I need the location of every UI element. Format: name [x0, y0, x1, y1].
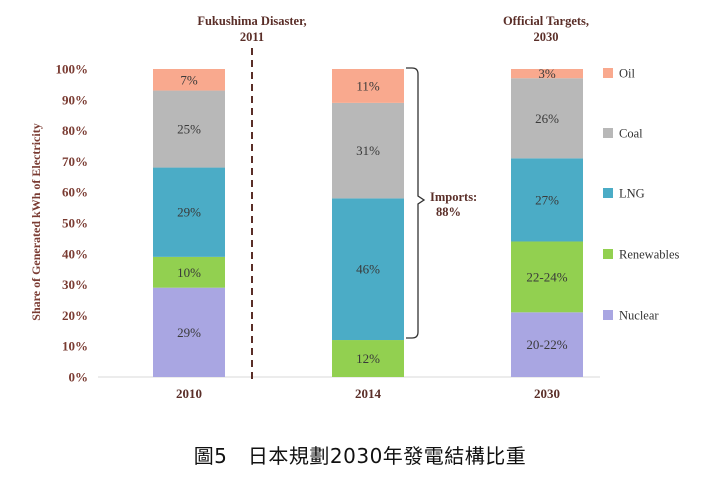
y-tick-label: 100%	[56, 62, 89, 77]
bar-segment-lng-2010	[153, 167, 225, 257]
data-label-renewables-2010: 10%	[177, 265, 201, 280]
data-label-coal-2014: 31%	[356, 143, 380, 158]
data-label-lng-2030: 27%	[535, 192, 559, 207]
y-tick-label: 0%	[69, 370, 89, 385]
y-axis-ticks: 0% 10% 20% 30% 40% 50% 60% 70% 80% 90% 100%	[56, 62, 89, 385]
y-tick-label: 80%	[62, 123, 88, 138]
y-tick-label: 30%	[62, 277, 88, 292]
data-label-renewables-2030: 22-24%	[526, 269, 567, 284]
legend-swatch-nuclear	[603, 310, 613, 320]
legend-label-lng: LNG	[619, 187, 645, 201]
legend-swatch-renewables	[603, 249, 613, 259]
stacked-bar-chart: Share of Generated kWh of Electricity 0%…	[29, 14, 680, 401]
bar-segment-nuclear-2030	[511, 312, 583, 377]
y-tick-label: 90%	[62, 92, 88, 107]
bar-segment-renewables-2010	[153, 256, 225, 288]
bar-segment-lng-2030	[511, 158, 583, 242]
y-tick-label: 60%	[62, 185, 88, 200]
legend-swatch-oil	[603, 68, 613, 78]
legend-label-coal: Coal	[619, 127, 643, 141]
data-label-oil-2010: 7%	[180, 72, 198, 87]
data-label-oil-2030: 3%	[538, 66, 556, 81]
targets-label-line1: Official Targets,	[503, 14, 589, 28]
x-category-label: 2014	[355, 386, 382, 401]
bar-segment-lng-2014	[332, 198, 404, 341]
data-label-oil-2014: 11%	[356, 78, 380, 93]
imports-bracket	[406, 67, 426, 339]
legend: Oil Coal LNG Renewables Nuclear	[603, 67, 680, 323]
category-labels: 2010 2014 2030	[176, 386, 560, 401]
data-label-coal-2010: 25%	[177, 122, 201, 137]
fukushima-label-line1: Fukushima Disaster,	[197, 14, 306, 28]
bar-segment-oil-2010	[153, 69, 225, 91]
imports-label-line1: Imports:	[430, 190, 477, 204]
y-tick-label: 10%	[62, 339, 88, 354]
y-tick-label: 70%	[62, 154, 88, 169]
targets-label-line2: 2030	[534, 30, 559, 44]
legend-swatch-lng	[603, 188, 613, 198]
legend-label-oil: Oil	[619, 67, 636, 81]
bar-segment-oil-2030	[511, 69, 583, 79]
bar-segment-renewables-2030	[511, 241, 583, 313]
legend-swatch-coal	[603, 128, 613, 138]
bars: 29% 10% 29% 25% 7% 12% 46% 31% 11% 20-22% 22-24% 27…	[153, 66, 583, 377]
imports-label-line2: 88%	[436, 205, 461, 219]
bar-segment-coal-2014	[332, 102, 404, 199]
data-label-lng-2014: 46%	[356, 262, 380, 277]
data-label-nuclear-2030: 20-22%	[526, 337, 567, 352]
data-label-renewables-2014: 12%	[356, 351, 380, 366]
bar-segment-renewables-2014	[332, 340, 404, 377]
bar-segment-coal-2030	[511, 78, 583, 159]
y-tick-label: 20%	[62, 308, 88, 323]
data-label-lng-2010: 29%	[177, 205, 201, 220]
legend-label-nuclear: Nuclear	[619, 309, 659, 323]
legend-label-renewables: Renewables	[619, 248, 680, 262]
bar-segment-oil-2014	[332, 69, 404, 103]
bar-segment-coal-2010	[153, 90, 225, 168]
y-tick-label: 50%	[62, 216, 88, 231]
bar-segment-nuclear-2010	[153, 287, 225, 377]
y-axis-label: Share of Generated kWh of Electricity	[29, 123, 43, 320]
figure-caption: 圖5 日本規劃2030年發電結構比重	[193, 444, 527, 468]
x-category-label: 2010	[176, 386, 202, 401]
data-label-nuclear-2010: 29%	[177, 325, 201, 340]
y-tick-label: 40%	[62, 246, 88, 261]
data-label-coal-2030: 26%	[535, 111, 559, 126]
x-category-label: 2030	[534, 386, 560, 401]
fukushima-label-line2: 2011	[240, 30, 264, 44]
